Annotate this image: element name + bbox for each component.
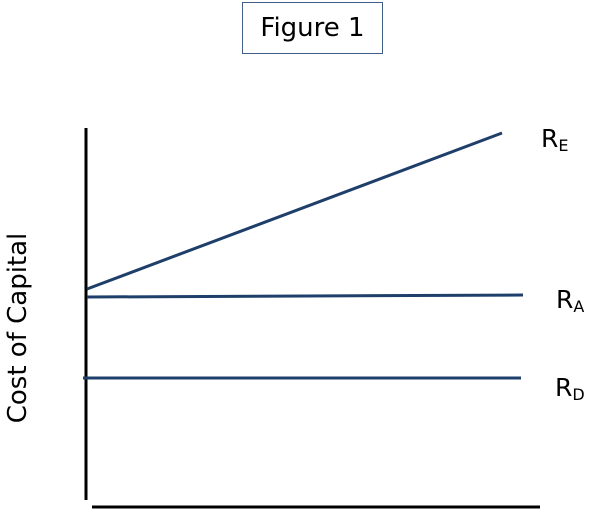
y-axis-label: Cost of Capital — [3, 232, 33, 424]
figure-title: Figure 1 — [242, 2, 383, 54]
re-line — [86, 131, 503, 291]
ra-label-symbol: R — [556, 285, 574, 314]
ra-line — [86, 293, 524, 299]
re-label-subscript: E — [558, 136, 569, 155]
ra-label: RA — [556, 287, 584, 315]
figure-title-text: Figure 1 — [260, 13, 365, 43]
re-label: RE — [541, 126, 568, 154]
re-label-symbol: R — [541, 124, 559, 153]
rd-label: RD — [555, 375, 585, 403]
ra-label-subscript: A — [573, 297, 585, 316]
rd-label-subscript: D — [572, 385, 585, 404]
rd-label-symbol: R — [555, 373, 573, 402]
